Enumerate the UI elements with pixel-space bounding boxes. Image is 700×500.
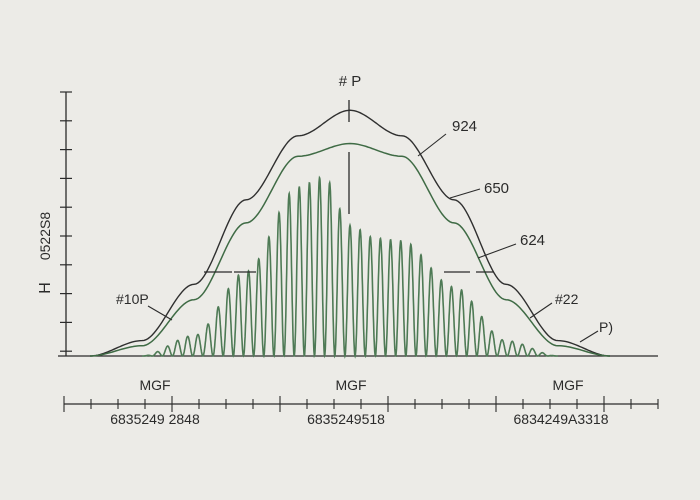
section-label-right: MGF bbox=[552, 377, 583, 393]
annotation-924: 924 bbox=[452, 118, 477, 135]
outer-bell-curve bbox=[89, 109, 611, 357]
inner-bell-curve bbox=[90, 142, 610, 357]
y-axis-label: H bbox=[37, 282, 54, 294]
bottom-tick-label-center: 6835249518 bbox=[307, 411, 385, 427]
bottom-ruler-ticks bbox=[63, 396, 659, 412]
annotation-650: 650 bbox=[484, 180, 509, 197]
section-label-center: MGF bbox=[335, 377, 366, 393]
oscillation-series bbox=[142, 175, 558, 359]
y-axis-ticks bbox=[60, 91, 72, 352]
annotation-leader-624 bbox=[477, 243, 517, 259]
chart-title: # P bbox=[339, 73, 362, 90]
annotation-leader-22 bbox=[529, 302, 553, 319]
section-label-left: MGF bbox=[139, 377, 170, 393]
bottom-tick-label-left: 6835249 2848 bbox=[110, 411, 200, 427]
annotation-p: P) bbox=[599, 319, 613, 335]
annotation-leader-924 bbox=[417, 133, 447, 157]
annotation-22: #22 bbox=[555, 291, 579, 307]
annotation-leader-650 bbox=[449, 188, 481, 199]
annotation-leader-p bbox=[579, 330, 599, 343]
annotation-leader-10p bbox=[147, 305, 173, 321]
annotation-10p: #10P bbox=[116, 291, 149, 307]
annotation-624: 624 bbox=[520, 232, 545, 249]
y-tick-label: 0522S8 bbox=[37, 212, 53, 260]
bottom-tick-label-right: 6834249A3318 bbox=[514, 411, 609, 427]
